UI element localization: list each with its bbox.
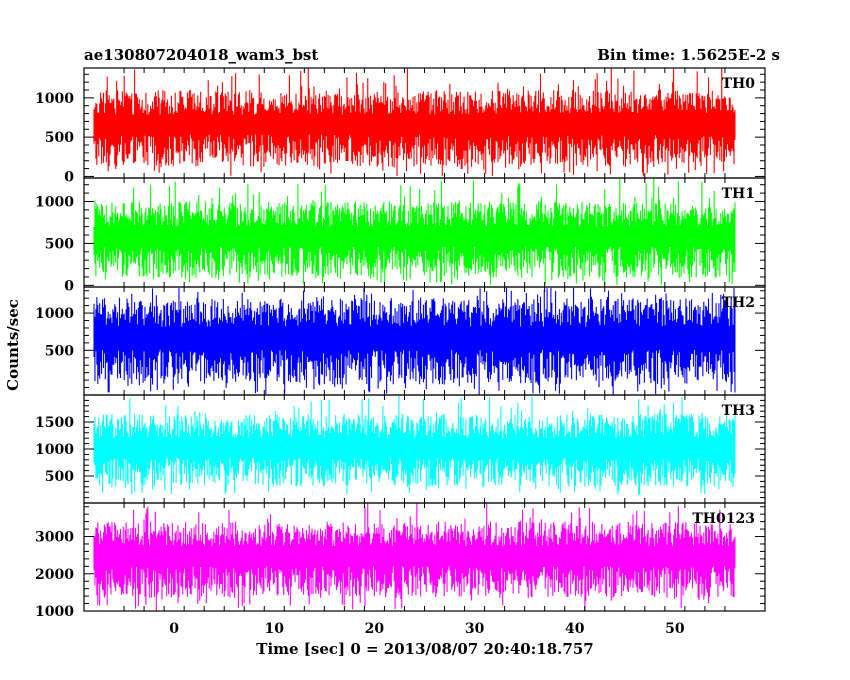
chart-title: ae130807204018_wam3_bst	[84, 46, 318, 64]
y-axis-title: Counts/sec	[4, 299, 22, 391]
series-core-th0	[94, 116, 735, 135]
panel-label-th1: TH1	[722, 186, 755, 202]
panels-group: 05001000TH005001000TH15001000TH250010001…	[35, 67, 766, 620]
panel-label-th3: TH3	[722, 403, 755, 419]
y-tick-label: 500	[45, 130, 74, 146]
y-tick-label: 500	[45, 469, 74, 485]
y-tick-label: 1500	[35, 415, 74, 431]
x-tick-label: 10	[265, 621, 285, 637]
y-tick-label: 2000	[35, 567, 74, 583]
panel-label-th0123: TH0123	[692, 511, 755, 527]
x-tick-label: 50	[665, 621, 685, 637]
x-tick-label: 20	[365, 621, 385, 637]
panel-th0123: 1000 2000 3000 TH0123	[35, 502, 766, 620]
bin-time-label: Bin time: 1.5625E-2 s	[597, 46, 780, 64]
panel-th3: 500 1000 1500 TH3	[35, 394, 766, 504]
x-tick-label: 30	[465, 621, 485, 637]
y-tick-label: 3000	[35, 530, 74, 546]
y-tick-label: 1000	[35, 604, 74, 620]
series-core-th2	[94, 329, 735, 350]
panel-label-th0: TH0	[722, 76, 756, 92]
y-tick-label: 1000	[35, 91, 74, 107]
panel-th0: 0 500 1000 TH0	[35, 67, 766, 185]
x-tick-label: 40	[565, 621, 585, 637]
series-core-th3	[94, 440, 735, 458]
panel-label-th2: TH2	[722, 295, 755, 311]
y-tick-label: 0	[64, 169, 74, 185]
y-tick-label: 500	[45, 343, 74, 359]
series-core-th0123	[94, 548, 735, 567]
panel-th1: 0 500 1000 TH1	[35, 177, 766, 294]
y-tick-label: 500	[45, 236, 74, 252]
x-axis-ticks: 0 10 20 30 40 50	[169, 621, 685, 637]
y-tick-label: 0	[64, 278, 74, 294]
panel-th2: 500 1000 TH2	[35, 286, 766, 396]
x-axis-title: Time [sec] 0 = 2013/08/07 20:40:18.757	[256, 640, 593, 658]
y-tick-label: 1000	[35, 306, 74, 322]
y-tick-label: 1000	[35, 442, 74, 458]
series-core-th1	[94, 228, 735, 247]
x-tick-label: 0	[169, 621, 179, 637]
y-tick-label: 1000	[35, 194, 74, 210]
